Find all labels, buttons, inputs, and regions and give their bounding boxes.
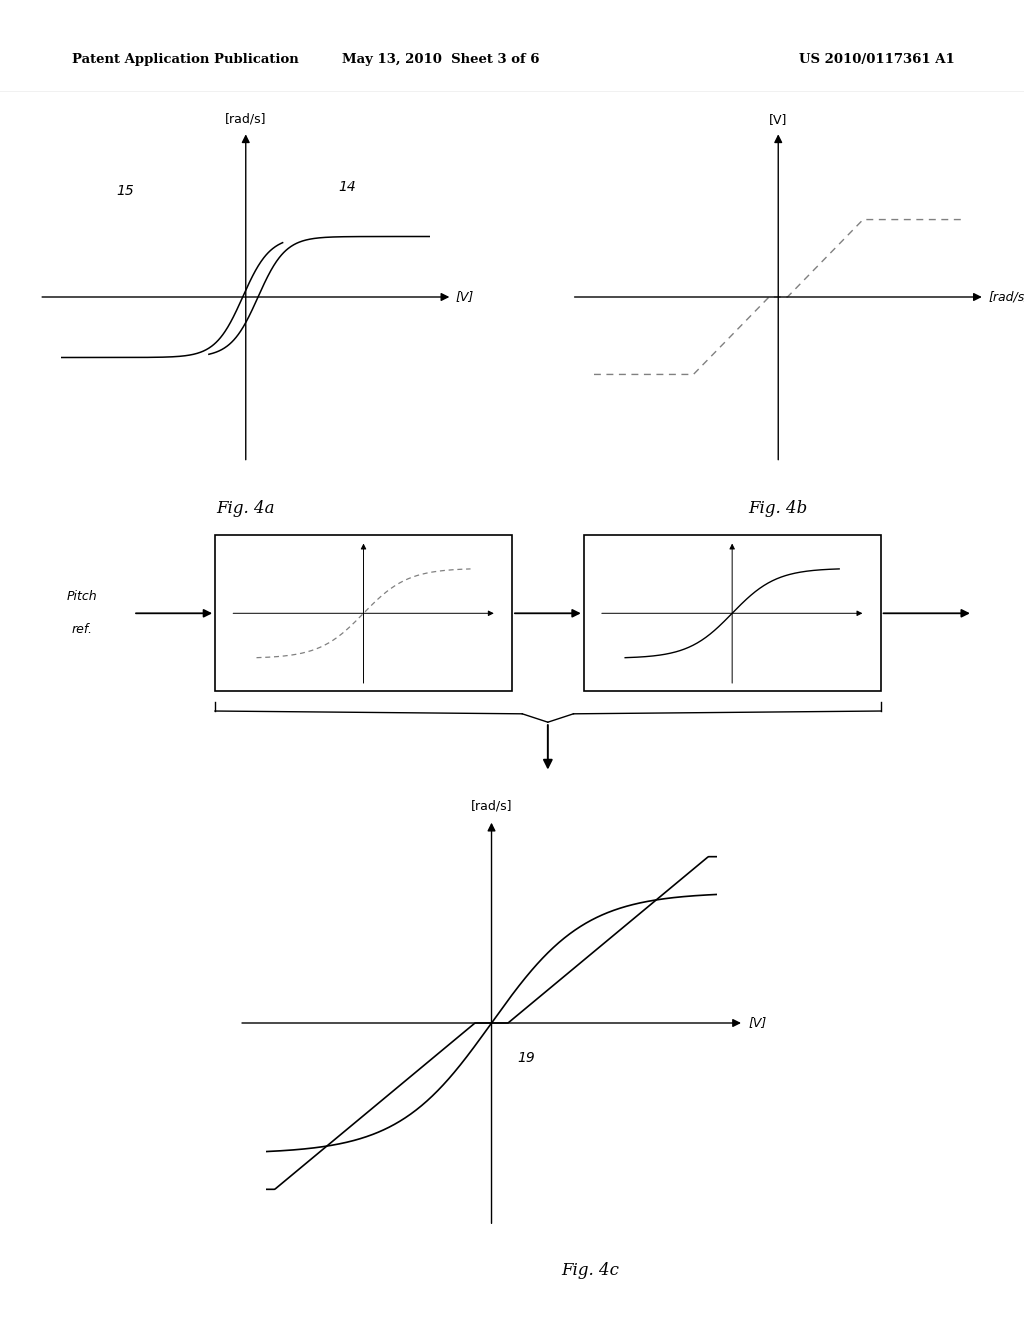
- Bar: [584, 535, 881, 692]
- Text: 15: 15: [117, 185, 134, 198]
- Text: [rad/s]: [rad/s]: [988, 290, 1024, 304]
- Text: [rad/s]: [rad/s]: [471, 800, 512, 813]
- Text: 14: 14: [338, 180, 355, 194]
- Text: Patent Application Publication: Patent Application Publication: [72, 53, 298, 66]
- Text: [V]: [V]: [769, 112, 787, 125]
- Text: May 13, 2010  Sheet 3 of 6: May 13, 2010 Sheet 3 of 6: [342, 53, 539, 66]
- Text: Fig. 4b: Fig. 4b: [749, 500, 808, 517]
- Text: [rad/s]: [rad/s]: [225, 112, 266, 125]
- Text: 19: 19: [518, 1051, 536, 1065]
- Text: US 2010/0117361 A1: US 2010/0117361 A1: [799, 53, 954, 66]
- Text: ref.: ref.: [72, 623, 92, 636]
- Text: Pitch: Pitch: [67, 590, 97, 603]
- Text: [V]: [V]: [749, 1016, 767, 1030]
- Text: Fig. 4c: Fig. 4c: [562, 1262, 620, 1279]
- Bar: [215, 535, 512, 692]
- Text: Fig. 4a: Fig. 4a: [216, 500, 275, 517]
- Text: [V]: [V]: [456, 290, 474, 304]
